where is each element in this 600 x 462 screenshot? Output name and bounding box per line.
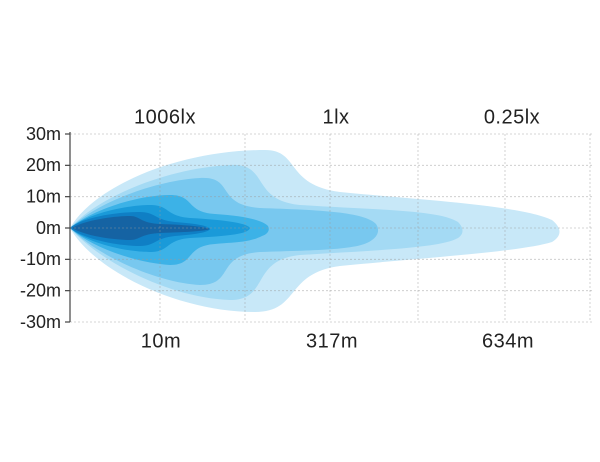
y-label: 20m	[26, 155, 61, 175]
y-label: -10m	[20, 249, 61, 269]
y-label: 30m	[26, 124, 61, 144]
beam-contours	[70, 150, 560, 312]
labels: 30m 20m 10m 0m -10m -20m -30m 1006lx 1lx 0.25lx 10…	[20, 106, 540, 352]
y-label: -30m	[20, 312, 61, 332]
y-label: -20m	[20, 280, 61, 300]
top-label: 1006lx	[134, 106, 196, 128]
grid	[70, 133, 592, 323]
y-label: 10m	[26, 186, 61, 206]
contour-core	[72, 216, 210, 240]
bottom-label: 317m	[306, 330, 358, 352]
bottom-label: 10m	[141, 330, 181, 352]
y-label: 0m	[36, 218, 61, 238]
bottom-label: 634m	[482, 330, 534, 352]
top-label: 0.25lx	[484, 106, 540, 128]
top-label: 1lx	[322, 106, 349, 128]
